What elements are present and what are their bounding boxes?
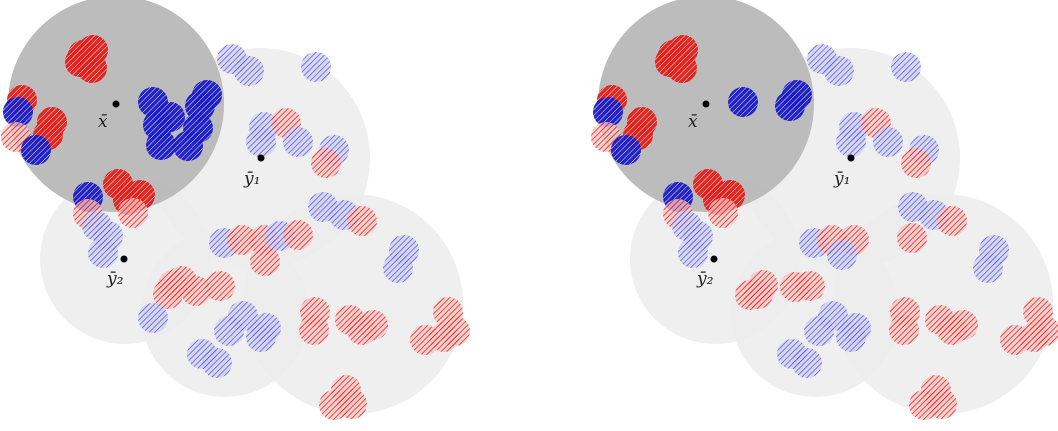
center-x-label: x̄ xyxy=(98,112,108,132)
red-point xyxy=(153,279,183,309)
center-x-label: x̄ xyxy=(688,112,698,132)
red-point xyxy=(358,310,388,340)
center-y2-dot xyxy=(710,255,718,263)
blue-point xyxy=(891,52,921,82)
blue-point xyxy=(88,238,118,268)
blue-point xyxy=(246,127,276,157)
blue-point xyxy=(593,97,623,127)
blue-point xyxy=(146,130,176,160)
red-point xyxy=(897,223,927,253)
left-panel: x̄ ȳ₁ ȳ₂ xyxy=(1,0,470,420)
blue-point xyxy=(138,303,168,333)
center-y1-label: ȳ₁ xyxy=(833,169,850,189)
red-point xyxy=(937,206,967,236)
blue-point xyxy=(246,322,276,352)
center-x-dot xyxy=(112,100,120,108)
blue-point xyxy=(3,97,33,127)
red-point xyxy=(1000,325,1030,355)
blue-point xyxy=(383,253,413,283)
blue-point xyxy=(678,238,708,268)
red-point xyxy=(227,225,257,255)
red-point xyxy=(311,148,341,178)
red-point xyxy=(283,220,313,250)
red-point xyxy=(337,389,367,419)
center-y1-dot xyxy=(257,154,265,162)
blue-point xyxy=(728,87,758,117)
red-point xyxy=(205,271,235,301)
center-x-dot xyxy=(702,100,710,108)
blue-point xyxy=(301,52,331,82)
blue-point xyxy=(173,131,203,161)
red-point xyxy=(410,325,440,355)
blue-point xyxy=(21,135,51,165)
blue-point xyxy=(155,102,185,132)
red-point xyxy=(667,53,697,83)
red-point xyxy=(901,148,931,178)
blue-point xyxy=(792,348,822,378)
center-y1-label: ȳ₁ xyxy=(243,169,260,189)
red-point xyxy=(948,310,978,340)
red-point xyxy=(708,198,738,228)
blue-point xyxy=(827,240,857,270)
red-point xyxy=(927,389,957,419)
right-panel: x̄ ȳ₁ ȳ₂ xyxy=(591,0,1058,420)
red-point xyxy=(77,53,107,83)
center-y2-label: ȳ₂ xyxy=(106,269,124,289)
red-point xyxy=(118,198,148,228)
blue-point xyxy=(185,91,215,121)
red-point xyxy=(299,315,329,345)
blue-point xyxy=(611,135,641,165)
blue-point xyxy=(202,348,232,378)
blue-point xyxy=(214,316,244,346)
blue-point xyxy=(234,56,264,86)
center-y2-label: ȳ₂ xyxy=(696,269,714,289)
blue-point xyxy=(836,322,866,352)
red-point xyxy=(780,272,810,302)
red-point xyxy=(250,246,280,276)
blue-point xyxy=(873,127,903,157)
blue-point xyxy=(775,91,805,121)
blue-point xyxy=(804,316,834,346)
blue-point xyxy=(973,253,1003,283)
blue-point xyxy=(283,127,313,157)
center-y2-dot xyxy=(120,255,128,263)
red-point xyxy=(889,315,919,345)
red-point xyxy=(347,206,377,236)
red-point xyxy=(735,280,765,310)
blue-point xyxy=(836,127,866,157)
center-y1-dot xyxy=(847,154,855,162)
blue-point xyxy=(824,56,854,86)
red-point xyxy=(181,276,211,306)
